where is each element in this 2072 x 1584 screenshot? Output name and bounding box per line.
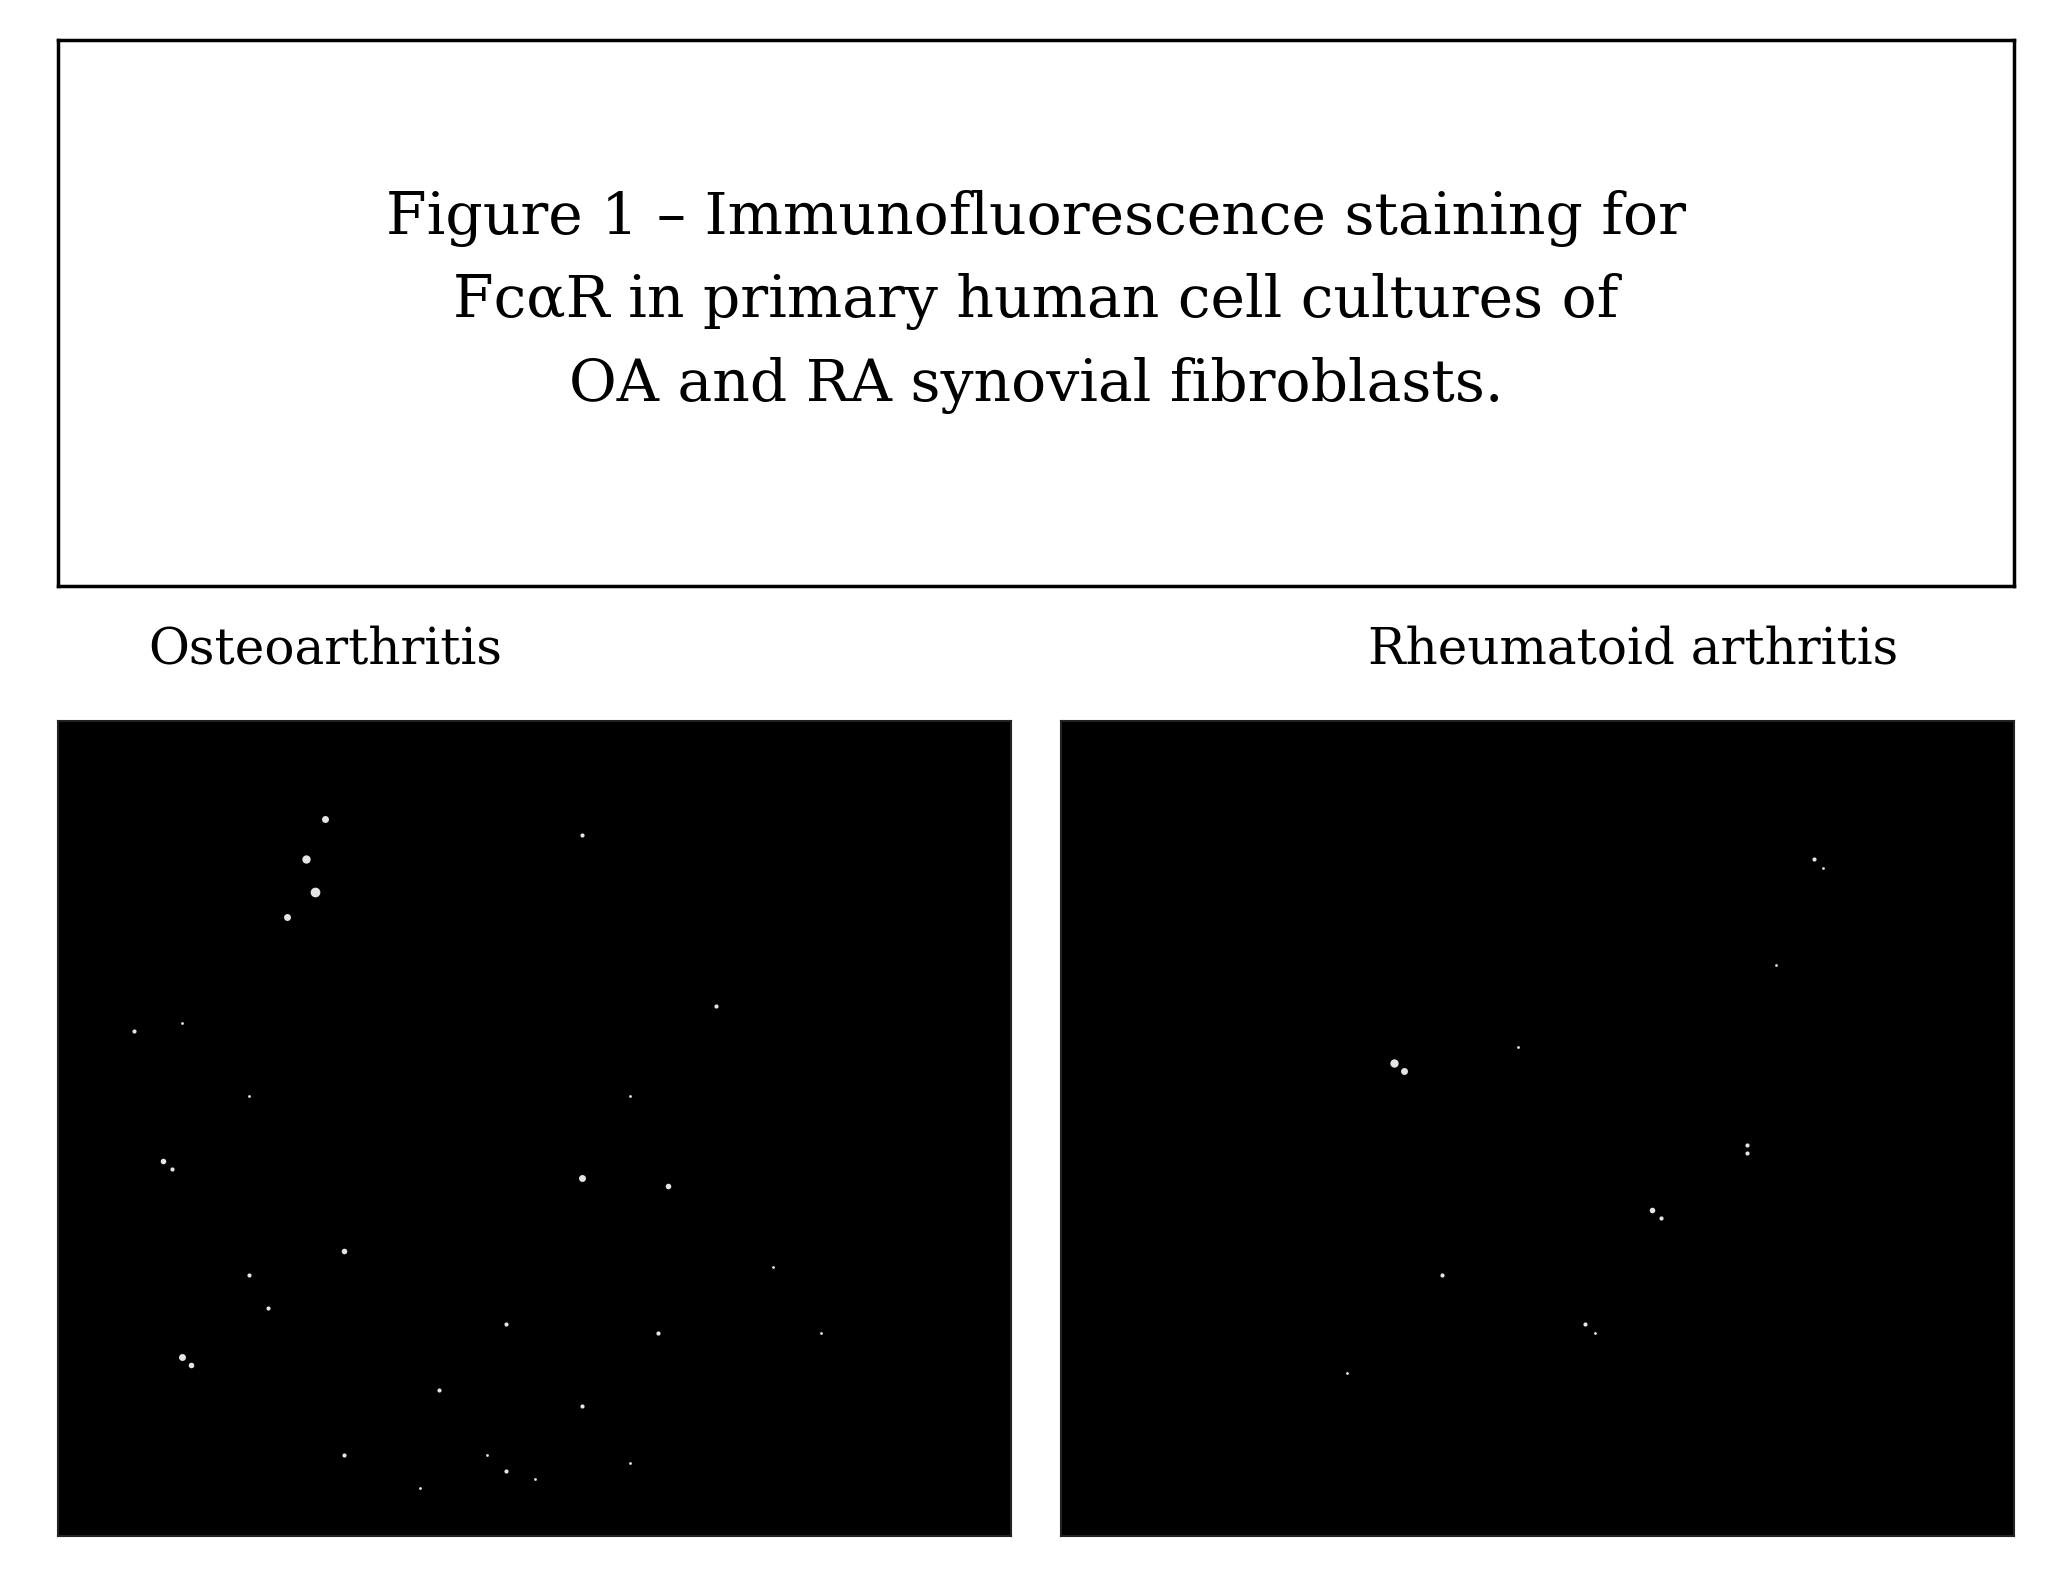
Text: Rheumatoid arthritis: Rheumatoid arthritis: [1368, 624, 1898, 675]
Text: Figure 1 – Immunofluorescence staining for
FcαR in primary human cell cultures o: Figure 1 – Immunofluorescence staining f…: [385, 190, 1687, 413]
Text: Osteoarthritis: Osteoarthritis: [147, 624, 501, 675]
